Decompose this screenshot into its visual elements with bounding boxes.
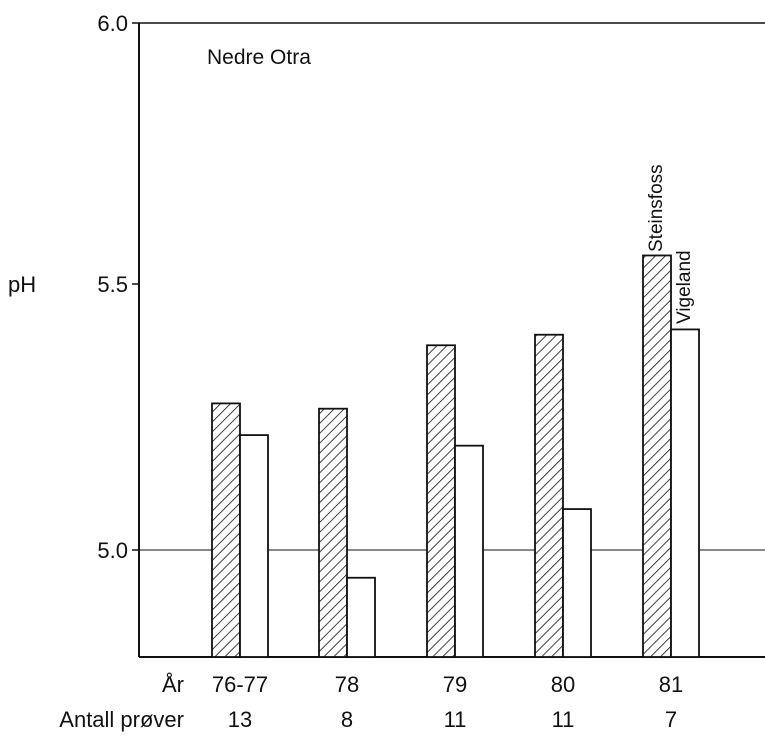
x-tick-label: 79 [443,672,467,697]
bar-steinsfoss-81 [642,254,672,658]
x-tick-label: 80 [551,672,575,697]
y-tick-label: 5.0 [97,538,128,563]
bar-vigeland-80 [562,508,592,658]
sample-count-label: 7 [665,707,677,732]
bar-vigeland-76-77 [239,434,269,658]
sample-count-label: 8 [341,707,353,732]
y-tick-label: 6.0 [97,11,128,36]
series-label-vigeland: Vigeland [674,250,695,324]
bar-steinsfoss-79 [426,344,456,658]
bars-group [211,254,700,658]
sample-count-label: 11 [552,707,575,732]
bar-vigeland-78 [346,576,376,658]
year-row-label: År [162,672,184,697]
bar-steinsfoss-76-77 [211,402,241,658]
x-labels-group: 76-77 13 78 8 79 11 80 11 81 7 [212,672,683,732]
x-tick-label: 76-77 [212,672,268,697]
sample-count-label: 13 [228,707,252,732]
bar-steinsfoss-78 [318,407,348,658]
y-axis-label: pH [8,272,36,297]
sample-count-label: 11 [444,707,467,732]
series-label-steinsfoss: Steinsfoss [646,164,667,252]
x-tick-label: 81 [659,672,683,697]
x-tick-label: 78 [335,672,359,697]
bar-vigeland-79 [454,444,484,658]
bar-steinsfoss-80 [534,333,564,658]
bar-vigeland-81 [670,328,700,658]
y-tick-label: 5.5 [97,272,128,297]
chart-title: Nedre Otra [207,46,311,69]
samples-row-label: Antall prøver [59,707,184,732]
